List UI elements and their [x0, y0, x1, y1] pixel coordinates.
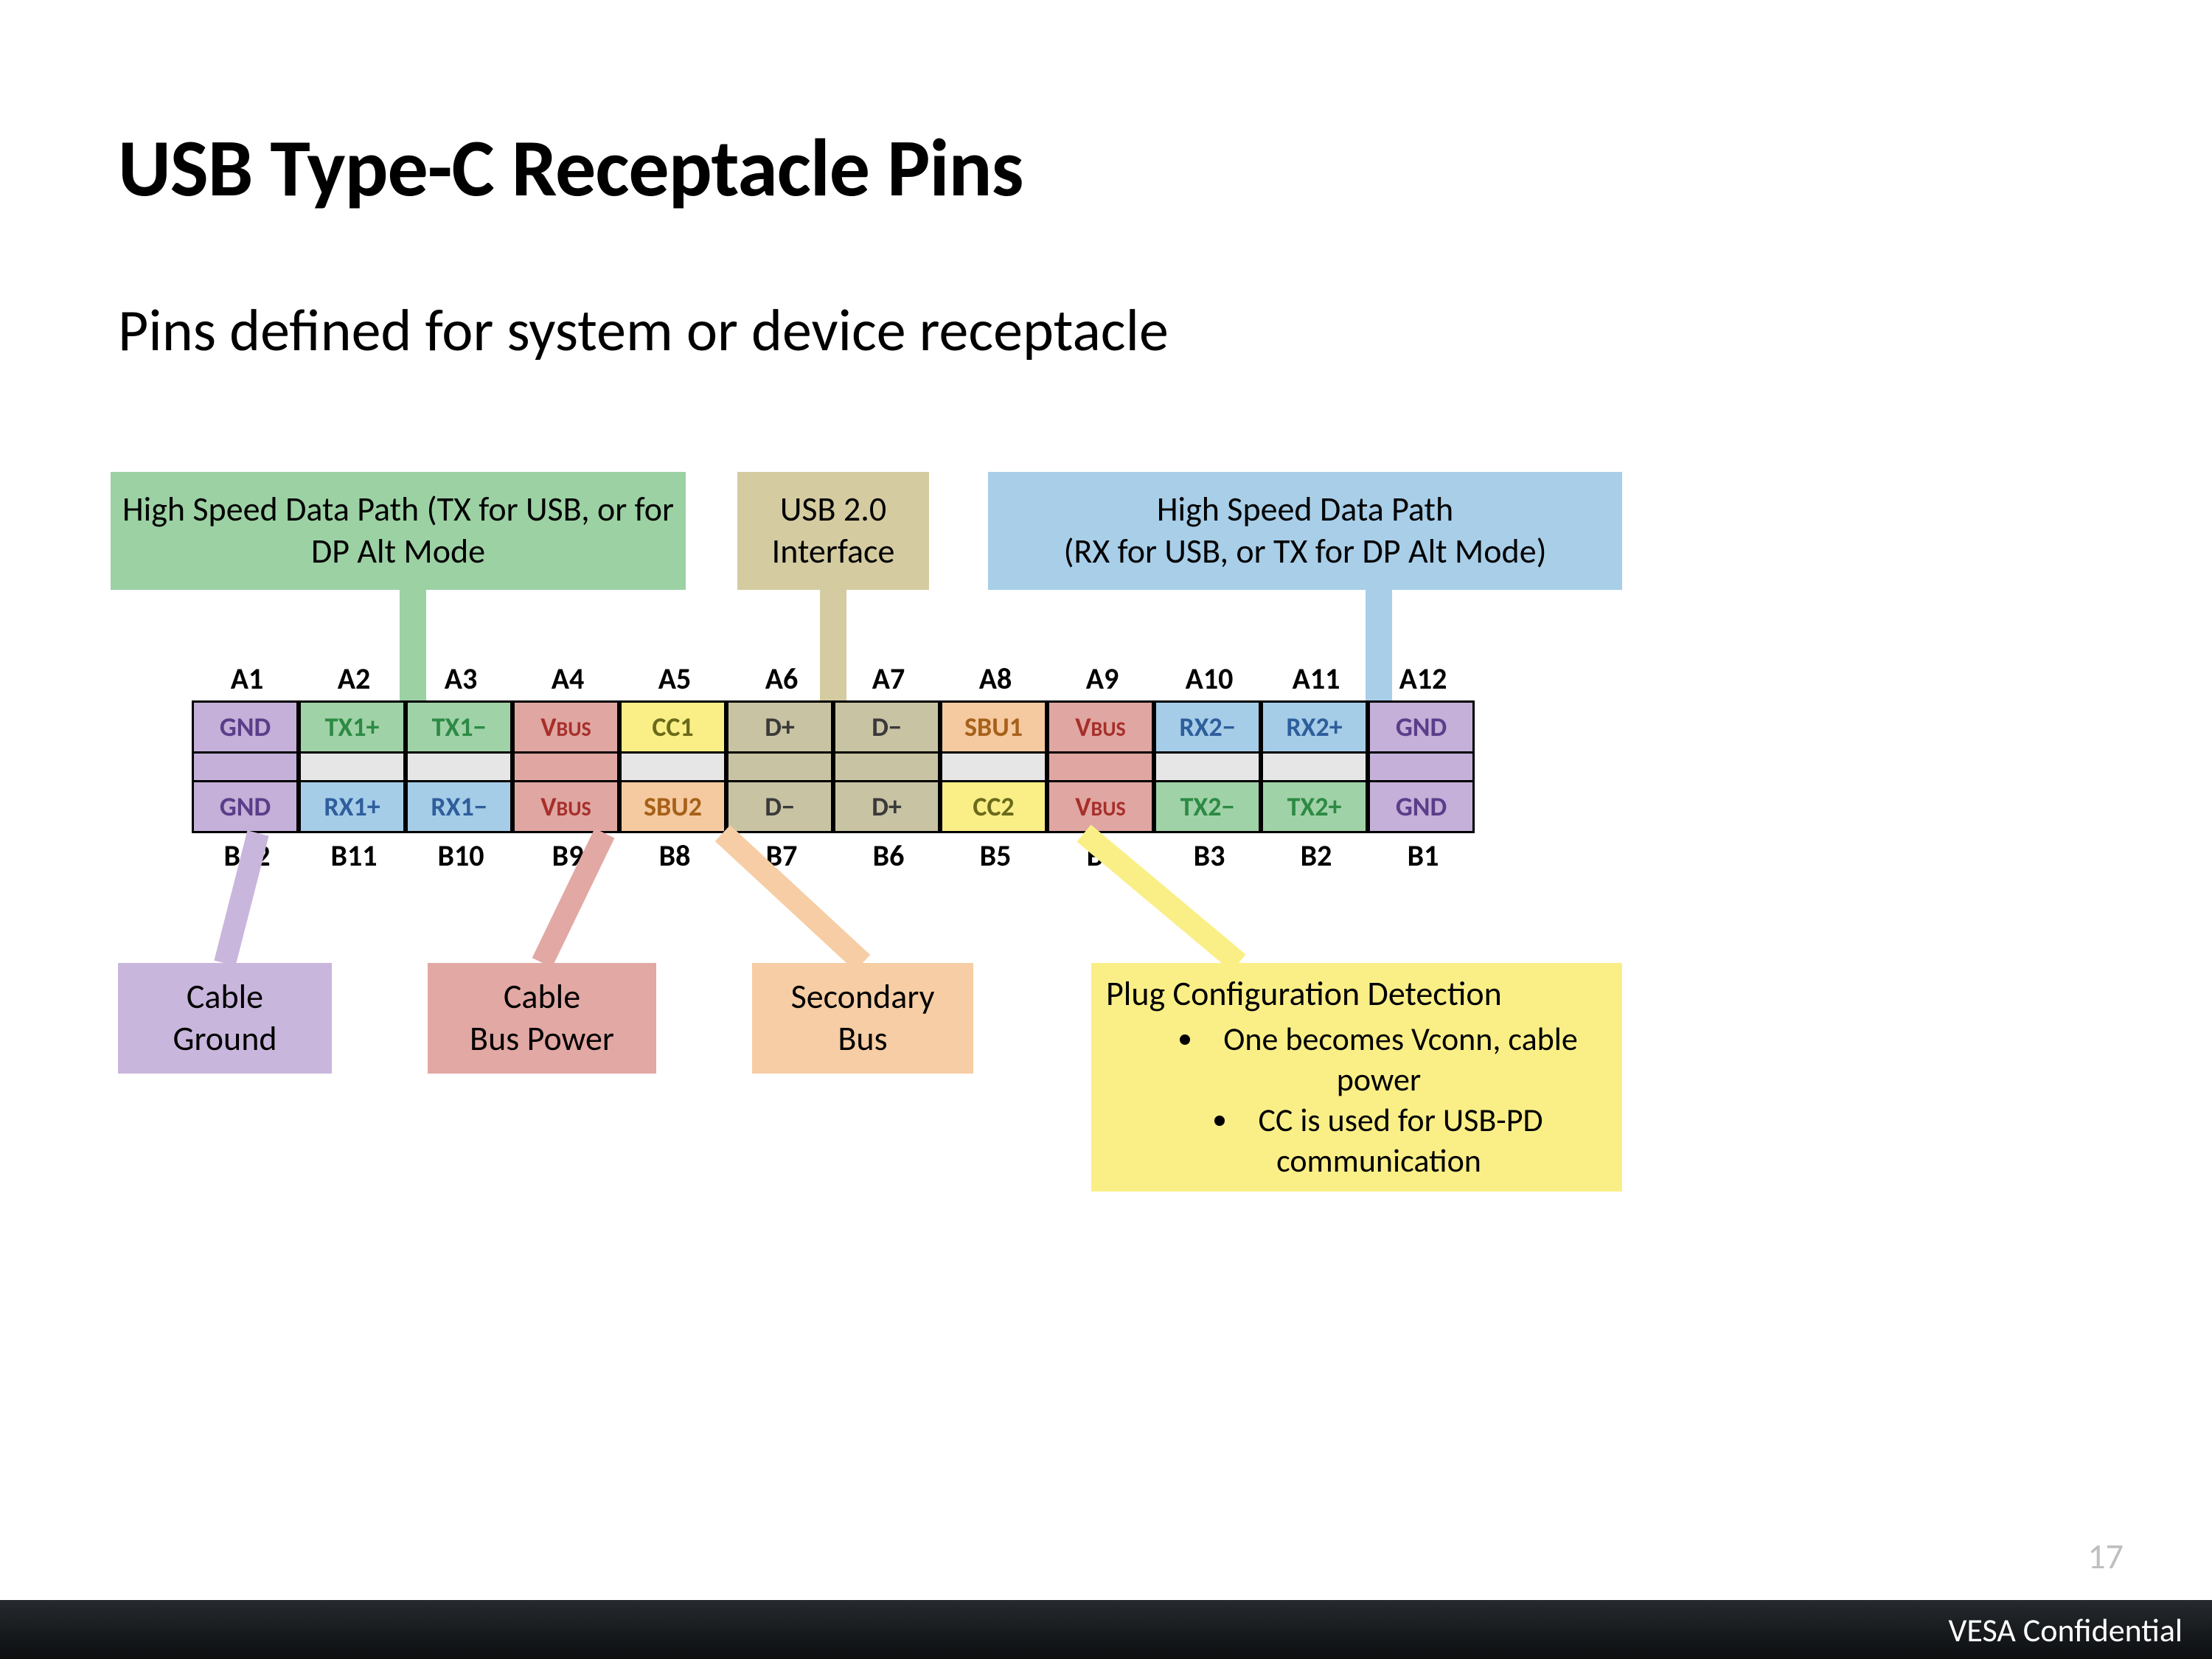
pin-cell-a7: D− — [833, 700, 940, 754]
pin-mid — [1261, 754, 1368, 780]
pin-cell-a11: RX2+ — [1261, 700, 1368, 754]
pin-number-b: B11 — [299, 838, 409, 874]
callout-cable-ground: CableGround — [118, 963, 332, 1074]
pin-mid — [192, 754, 299, 780]
pin-cell-b2: RX1+ — [299, 780, 406, 833]
pin-cell-b11: TX2+ — [1261, 780, 1368, 833]
page-number: 17 — [2087, 1534, 2124, 1578]
pin-cell-a8: SBU1 — [940, 700, 1047, 754]
pin-number-b: B5 — [940, 838, 1051, 874]
pin-number-a: A3 — [406, 661, 516, 697]
callout-secondary-bus: SecondaryBus — [752, 963, 973, 1074]
pin-mid — [833, 754, 940, 780]
pin-cell-b8: CC2 — [940, 780, 1047, 833]
footer-bar — [0, 1600, 2212, 1659]
pin-number-b: B6 — [833, 838, 944, 874]
callout-hs-tx: High Speed Data Path (TX for USB, or for… — [111, 472, 686, 590]
pin-cell-a10: RX2− — [1154, 700, 1261, 754]
pin-number-b: B3 — [1154, 838, 1265, 874]
pin-number-a: A12 — [1368, 661, 1478, 697]
pin-number-a: A2 — [299, 661, 409, 697]
pin-cell-a2: TX1+ — [299, 700, 406, 754]
pin-cell-a9: VBUS — [1047, 700, 1154, 754]
pin-cell-a3: TX1− — [406, 700, 512, 754]
pin-cell-b3: RX1− — [406, 780, 512, 833]
pin-mid — [726, 754, 833, 780]
pin-cell-b4: VBUS — [512, 780, 619, 833]
pin-cell-a4: VBUS — [512, 700, 619, 754]
pin-number-b: B1 — [1368, 838, 1478, 874]
pin-number-a: A4 — [512, 661, 623, 697]
pin-mid — [1368, 754, 1475, 780]
callout-plug-config: Plug Configuration DetectionOne becomes … — [1091, 963, 1622, 1192]
pin-number-b: B2 — [1261, 838, 1371, 874]
pin-mid — [940, 754, 1047, 780]
callout-cable-buspower: CableBus Power — [428, 963, 656, 1074]
pin-cell-b12: GND — [1368, 780, 1475, 833]
pin-number-a: A7 — [833, 661, 944, 697]
pin-number-a: A8 — [940, 661, 1051, 697]
pin-cell-b10: TX2− — [1154, 780, 1261, 833]
pin-cell-a6: D+ — [726, 700, 833, 754]
pin-number-a: A6 — [726, 661, 837, 697]
pin-mid — [512, 754, 619, 780]
slide-subtitle: Pins defined for system or device recept… — [118, 295, 1169, 366]
pin-mid — [619, 754, 726, 780]
pin-number-b: B8 — [619, 838, 730, 874]
pin-mid — [1154, 754, 1261, 780]
pin-mid — [406, 754, 512, 780]
pinout-diagram: High Speed Data Path (TX for USB, or for… — [111, 472, 1733, 1489]
callout-usb20: USB 2.0 Interface — [737, 472, 929, 590]
slide-title: USB Type-C Receptacle Pins — [118, 118, 1023, 218]
pin-cell-b1: GND — [192, 780, 299, 833]
pin-cell-a5: CC1 — [619, 700, 726, 754]
pin-cell-b7: D+ — [833, 780, 940, 833]
pin-number-a: A1 — [192, 661, 302, 697]
pin-number-b: B10 — [406, 838, 516, 874]
pin-cell-a12: GND — [1368, 700, 1475, 754]
pin-number-a: A9 — [1047, 661, 1158, 697]
pin-cell-b6: D− — [726, 780, 833, 833]
pin-mid — [299, 754, 406, 780]
pin-number-a: A11 — [1261, 661, 1371, 697]
footer-label: VESA Confidential — [1948, 1610, 2183, 1650]
pin-cell-b5: SBU2 — [619, 780, 726, 833]
pin-number-a: A5 — [619, 661, 730, 697]
callout-hs-rx: High Speed Data Path(RX for USB, or TX f… — [988, 472, 1622, 590]
pin-cell-a1: GND — [192, 700, 299, 754]
pin-mid — [1047, 754, 1154, 780]
pin-cell-b9: VBUS — [1047, 780, 1154, 833]
pin-number-a: A10 — [1154, 661, 1265, 697]
